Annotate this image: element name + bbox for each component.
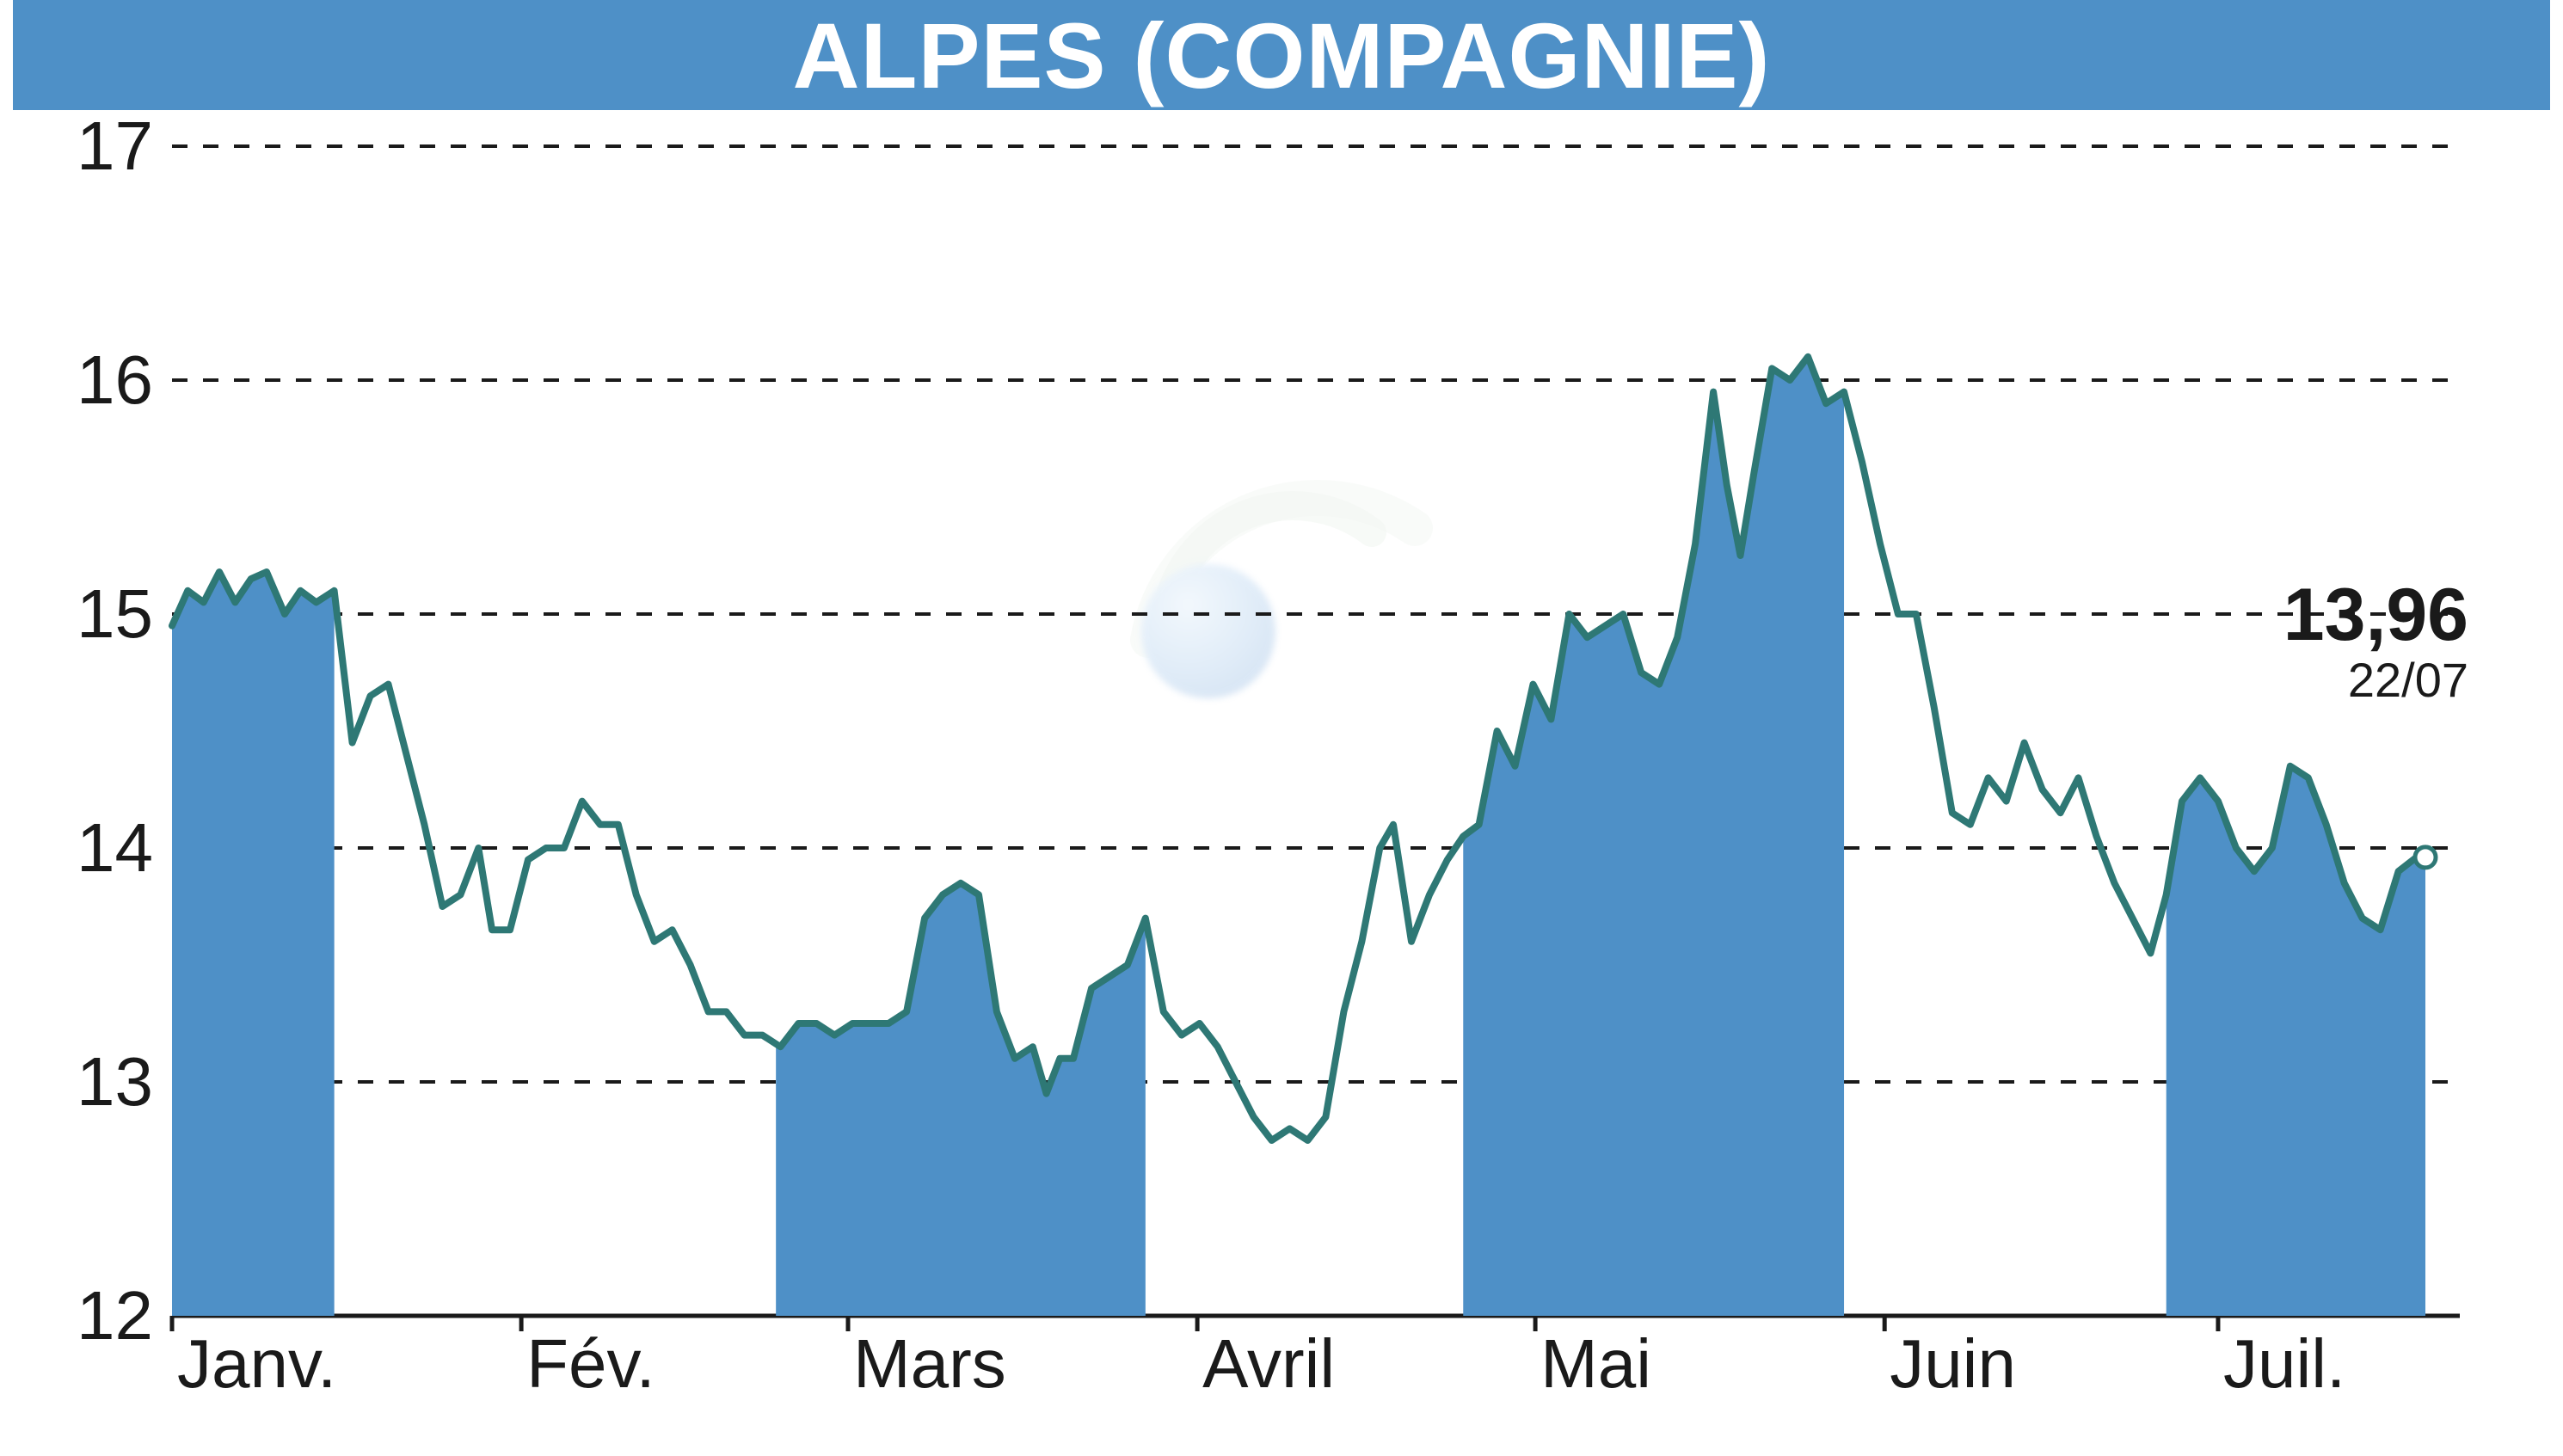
last-price-label: 13,96	[2245, 573, 2468, 658]
y-tick-label: 16	[0, 341, 153, 420]
x-tick-label: Fév.	[526, 1324, 655, 1404]
y-tick-label: 17	[0, 107, 153, 186]
x-tick-label: Avril	[1202, 1324, 1335, 1404]
x-tick-label: Janv.	[177, 1324, 336, 1404]
y-tick-label: 15	[0, 574, 153, 654]
x-tick-label: Juil.	[2223, 1324, 2345, 1404]
x-tick-label: Mai	[1540, 1324, 1651, 1404]
y-tick-label: 14	[0, 808, 153, 888]
x-tick-label: Juin	[1890, 1324, 2016, 1404]
stock-chart	[0, 0, 2563, 1456]
chart-container: ALPES (COMPAGNIE) 121314151617 Janv.Fév.…	[0, 0, 2563, 1456]
last-date-label: 22/07	[2245, 652, 2468, 708]
x-tick-label: Mars	[853, 1324, 1006, 1404]
y-tick-label: 12	[0, 1276, 153, 1355]
y-tick-label: 13	[0, 1042, 153, 1121]
